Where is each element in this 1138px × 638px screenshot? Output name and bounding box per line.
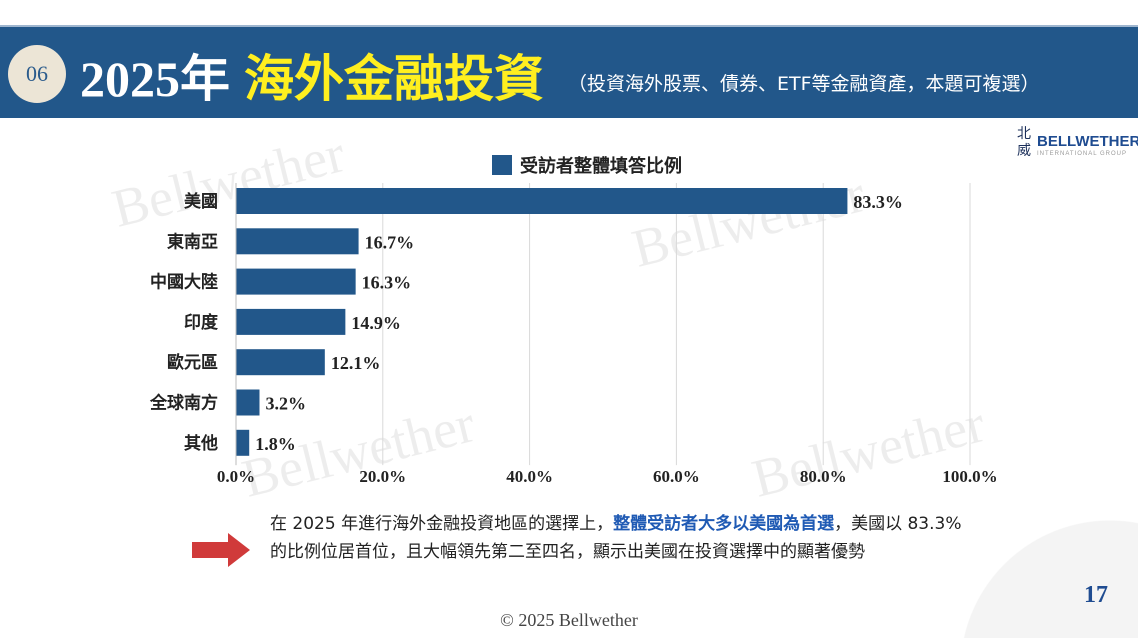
note-highlight: 整體受訪者大多以美國為首選 <box>613 514 835 534</box>
logo-cn: 北威 <box>1017 127 1031 159</box>
legend-swatch <box>492 155 512 175</box>
bar <box>236 188 848 214</box>
logo-sub: INTERNATIONAL GROUP <box>1037 151 1128 157</box>
data-label: 14.9% <box>351 313 401 333</box>
x-tick-label: 20.0% <box>359 467 406 486</box>
copyright: © 2025 Bellwether <box>500 610 638 630</box>
page-title: 海外金融投資 <box>244 50 544 108</box>
legend-label: 受訪者整體填答比例 <box>520 155 682 177</box>
data-label: 16.7% <box>365 232 415 252</box>
title-year: 2025年 <box>80 51 230 107</box>
arrow-right-icon <box>192 533 250 567</box>
x-tick-label: 0.0% <box>217 467 255 486</box>
logo-en: BELLWETHER <box>1037 133 1138 150</box>
data-label: 83.3% <box>853 192 903 212</box>
x-tick-label: 40.0% <box>506 467 553 486</box>
data-label: 1.8% <box>255 434 296 454</box>
header-banner: 06 2025年 海外金融投資 （投資海外股票、債券、ETF等金融資產，本題可複… <box>0 25 1138 118</box>
data-label: 16.3% <box>362 273 412 293</box>
bar <box>236 308 346 335</box>
bar <box>236 389 260 416</box>
data-label: 3.2% <box>265 394 306 414</box>
bar <box>236 429 250 456</box>
category-label: 其他 <box>184 433 218 454</box>
page-subtitle: （投資海外股票、債券、ETF等金融資產，本題可複選） <box>568 73 1040 95</box>
x-tick-label: 60.0% <box>653 467 700 486</box>
category-label: 美國 <box>184 191 218 212</box>
category-label: 全球南方 <box>149 393 218 414</box>
x-tick-label: 100.0% <box>942 467 997 486</box>
bar <box>236 349 325 376</box>
x-tick-label: 80.0% <box>800 467 847 486</box>
page-number: 17 <box>1084 582 1108 608</box>
bellwether-logo: 北威 BELLWETHER INTERNATIONAL GROUP <box>1015 126 1138 166</box>
data-label: 12.1% <box>331 353 381 373</box>
note-text-1: 在 2025 年進行海外金融投資地區的選擇上， <box>270 514 614 534</box>
decorative-circle <box>960 520 1138 638</box>
category-label: 東南亞 <box>167 231 218 252</box>
section-badge: 06 <box>8 45 66 103</box>
note-text-2: ，美國以 83.3% 的比例位居首位，且大幅領先第二至四名，顯示出美國在投資選擇… <box>270 514 962 562</box>
summary-note: 在 2025 年進行海外金融投資地區的選擇上，整體受訪者大多以美國為首選，美國以… <box>270 510 970 566</box>
category-label: 歐元區 <box>167 352 218 373</box>
bar <box>236 228 359 255</box>
category-label: 中國大陸 <box>150 272 218 293</box>
category-label: 印度 <box>184 312 219 333</box>
bar <box>236 268 356 295</box>
